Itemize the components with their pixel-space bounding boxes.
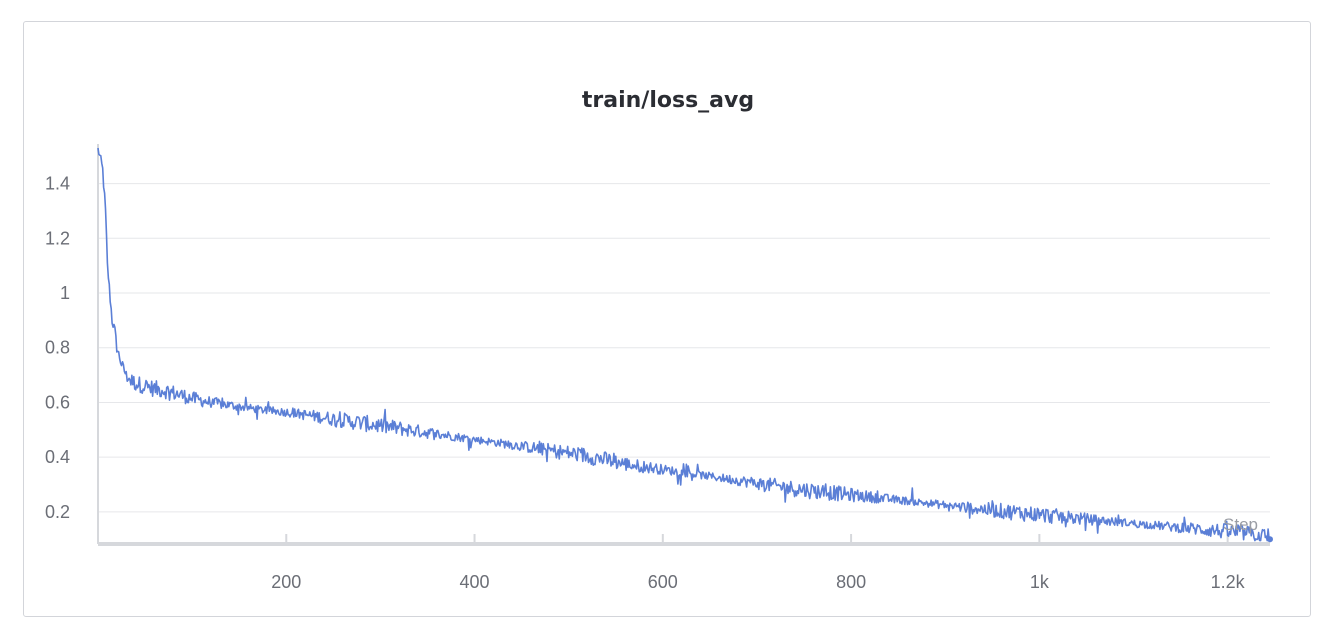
series-layer [97, 147, 1273, 543]
y-tick-labels: 0.2 0.4 0.6 0.8 1 1.2 1.4 [45, 174, 70, 522]
y-tick-label: 0.4 [45, 447, 70, 467]
x-tick-label: 1k [1030, 572, 1050, 592]
grid-lines [98, 183, 1270, 513]
x-tick-labels: 200 400 600 800 1k 1.2k [271, 572, 1245, 592]
x-axis-label: Step [1223, 515, 1258, 534]
y-tick-label: 0.2 [45, 502, 70, 522]
series-line [97, 147, 1271, 542]
y-tick-label: 1 [60, 283, 70, 303]
x-tick-label: 600 [648, 572, 678, 592]
y-tick-label: 1.4 [45, 174, 70, 194]
x-tick-label: 800 [836, 572, 866, 592]
y-tick-label: 0.8 [45, 338, 70, 358]
x-tick-label: 200 [271, 572, 301, 592]
series-end-point [1267, 536, 1273, 543]
chart-title: train/loss_avg [581, 88, 755, 113]
y-tick-label: 0.6 [45, 392, 70, 412]
x-tick-label: 400 [460, 572, 490, 592]
y-tick-label: 1.2 [45, 228, 70, 248]
axes [97, 144, 1270, 546]
x-tick-label: 1.2k [1211, 572, 1246, 592]
